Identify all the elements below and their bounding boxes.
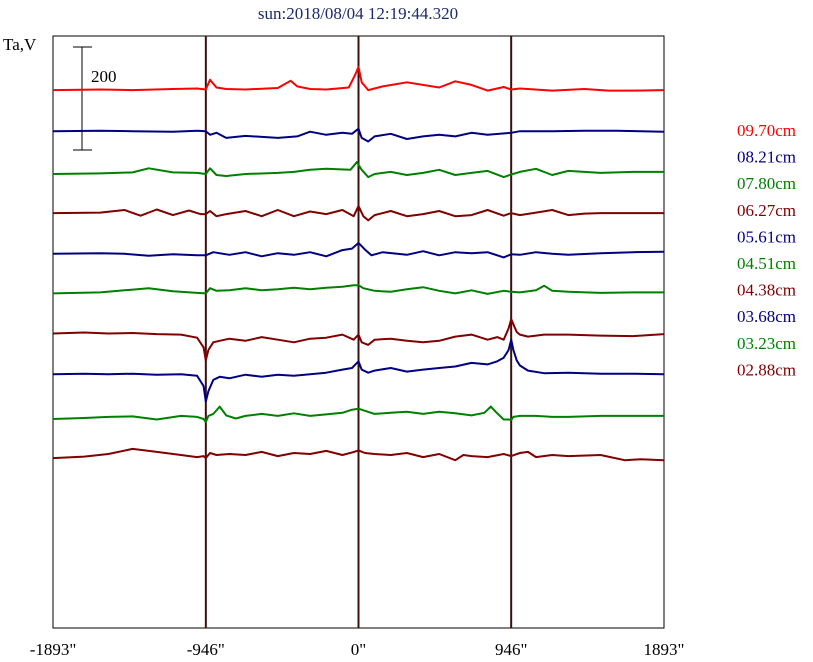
legend-entry: 09.70cm <box>737 121 796 140</box>
x-tick-label: -1893" <box>30 640 77 659</box>
legend-entry: 03.23cm <box>737 334 796 353</box>
legend-entry: 08.21cm <box>737 148 796 167</box>
series-line-04.51cm <box>52 284 664 295</box>
legend: 09.70cm 08.21cm 07.80cm 06.27cm 05.61cm 04.51… <box>737 121 796 379</box>
legend-entry: 02.88cm <box>737 360 796 379</box>
scale-bar: 200 <box>73 46 117 151</box>
legend-entry: 05.61cm <box>737 227 796 246</box>
series-line-07.80cm <box>52 161 664 179</box>
series-line-02.88cm <box>52 447 665 462</box>
series-line-03.68cm <box>52 338 665 403</box>
series-line-03.23cm <box>52 405 664 424</box>
series-line-06.27cm <box>52 204 664 222</box>
legend-entry: 04.51cm <box>737 254 796 273</box>
legend-entry: 03.68cm <box>737 307 796 326</box>
x-tick-label: -946" <box>187 640 225 659</box>
x-tick-label: 946" <box>495 640 527 659</box>
series-group <box>52 65 665 462</box>
x-tick-labels: -1893" -946" 0" 946" 1893" <box>30 640 685 659</box>
series-line-08.21cm <box>52 127 665 143</box>
legend-entry: 06.27cm <box>737 201 796 220</box>
y-axis-label: Ta,V <box>3 35 37 54</box>
scale-bar-label: 200 <box>91 67 117 86</box>
chart-title: sun:2018/08/04 12:19:44.320 <box>258 4 458 23</box>
reference-lines <box>204 36 513 628</box>
series-line-04.38cm <box>52 318 665 362</box>
x-tick-label: 1893" <box>644 640 685 659</box>
series-line-05.61cm <box>52 241 665 259</box>
legend-entry: 04.38cm <box>737 281 796 300</box>
x-tick-label: 0" <box>351 640 366 659</box>
legend-entry: 07.80cm <box>737 174 796 193</box>
series-line-09.70cm <box>52 65 665 92</box>
